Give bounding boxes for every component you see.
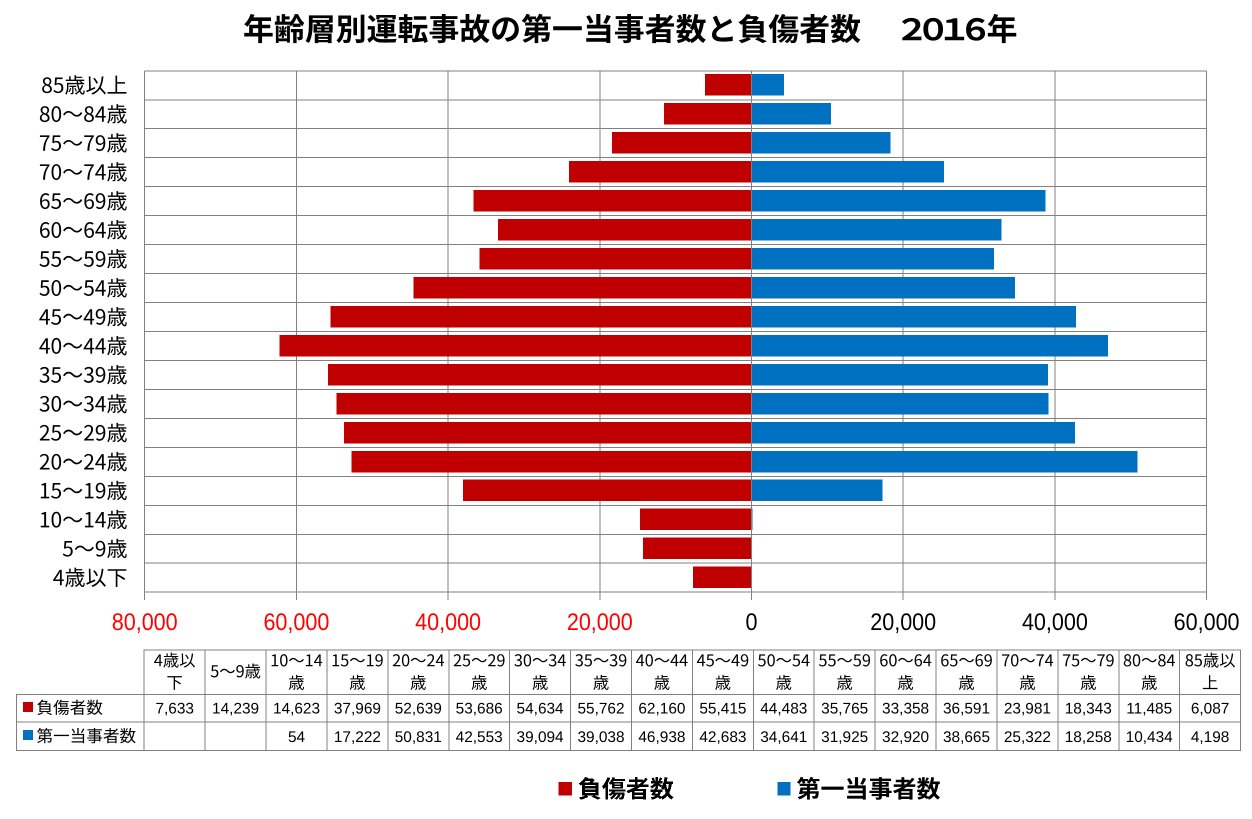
svg-text:10,434: 10,434: [1126, 729, 1174, 746]
svg-text:42,683: 42,683: [699, 729, 746, 746]
svg-text:17,222: 17,222: [334, 729, 381, 746]
svg-text:53,686: 53,686: [456, 701, 503, 718]
svg-text:46,938: 46,938: [638, 729, 685, 746]
svg-text:42,553: 42,553: [456, 729, 503, 746]
svg-text:60,000: 60,000: [1174, 609, 1240, 636]
svg-text:20,000: 20,000: [870, 609, 936, 636]
svg-text:34,641: 34,641: [760, 729, 807, 746]
svg-text:38,665: 38,665: [943, 729, 990, 746]
svg-text:54,634: 54,634: [517, 701, 565, 718]
svg-text:50,831: 50,831: [395, 729, 442, 746]
svg-text:20,000: 20,000: [567, 609, 633, 636]
svg-text:31,925: 31,925: [821, 729, 868, 746]
svg-text:52,639: 52,639: [395, 701, 442, 718]
svg-text:33,358: 33,358: [882, 701, 929, 718]
svg-text:60,000: 60,000: [263, 609, 329, 636]
svg-text:14,623: 14,623: [273, 701, 320, 718]
svg-text:62,160: 62,160: [638, 701, 685, 718]
svg-text:39,038: 39,038: [577, 729, 624, 746]
svg-text:37,969: 37,969: [334, 701, 381, 718]
svg-text:39,094: 39,094: [517, 729, 565, 746]
svg-text:7,633: 7,633: [155, 701, 194, 718]
svg-text:40,000: 40,000: [415, 609, 481, 636]
svg-text:18,343: 18,343: [1065, 701, 1112, 718]
svg-text:0: 0: [746, 609, 758, 636]
svg-text:11,485: 11,485: [1126, 701, 1172, 718]
svg-text:44,483: 44,483: [760, 701, 807, 718]
svg-text:23,981: 23,981: [1004, 701, 1051, 718]
svg-text:55,415: 55,415: [699, 701, 746, 718]
svg-text:35,765: 35,765: [821, 701, 868, 718]
svg-text:4,198: 4,198: [1191, 729, 1230, 746]
svg-text:25,322: 25,322: [1004, 729, 1051, 746]
svg-text:32,920: 32,920: [882, 729, 929, 746]
svg-text:54: 54: [288, 729, 306, 746]
svg-text:18,258: 18,258: [1065, 729, 1112, 746]
svg-text:14,239: 14,239: [212, 701, 259, 718]
svg-text:40,000: 40,000: [1022, 609, 1088, 636]
svg-text:6,087: 6,087: [1191, 701, 1230, 718]
svg-text:36,591: 36,591: [943, 701, 990, 718]
svg-text:80,000: 80,000: [112, 609, 178, 636]
svg-text:55,762: 55,762: [577, 701, 624, 718]
